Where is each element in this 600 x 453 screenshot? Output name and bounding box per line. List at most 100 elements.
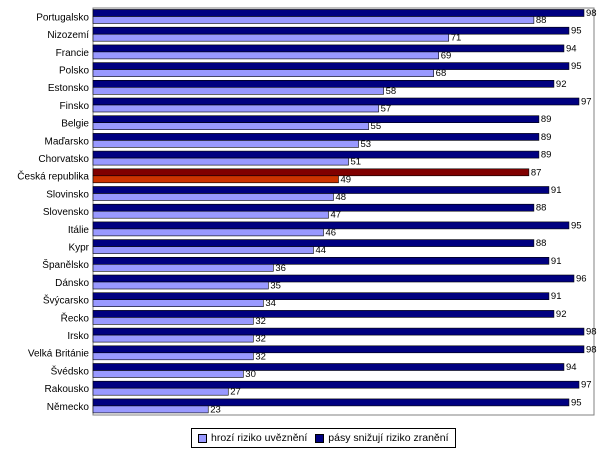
bar-pasy bbox=[92, 327, 585, 336]
bar-pasy bbox=[92, 398, 570, 407]
category-label: Francie bbox=[56, 48, 90, 59]
category-label: Slovensko bbox=[43, 207, 90, 218]
category-label: Itálie bbox=[68, 225, 90, 236]
bar-pasy bbox=[92, 133, 540, 141]
category-label: Velká Británie bbox=[28, 349, 90, 360]
value-label: 58 bbox=[386, 86, 397, 97]
value-label: 36 bbox=[275, 263, 286, 274]
value-label: 92 bbox=[556, 79, 567, 90]
bar-hrozi bbox=[92, 387, 229, 396]
bar-pasy bbox=[92, 363, 565, 371]
bar-pasy bbox=[92, 115, 540, 123]
value-label: 69 bbox=[441, 50, 452, 61]
value-label: 97 bbox=[581, 380, 592, 391]
bar-pasy bbox=[92, 256, 550, 265]
legend-swatch bbox=[198, 433, 207, 443]
value-label: 98 bbox=[586, 327, 597, 338]
bar-hrozi bbox=[92, 175, 339, 184]
bar-hrozi bbox=[92, 299, 264, 308]
bar-pasy bbox=[92, 239, 535, 247]
category-label: Švýcarsko bbox=[43, 294, 90, 307]
category-label: Slovinsko bbox=[46, 189, 89, 200]
bar-hrozi bbox=[92, 157, 349, 166]
bar-pasy bbox=[92, 9, 585, 17]
bar-pasy bbox=[92, 310, 555, 318]
legend-item-pasy: pásy snižují riziko zranění bbox=[315, 432, 449, 444]
value-label: 53 bbox=[361, 139, 372, 150]
value-label: 34 bbox=[265, 298, 276, 309]
legend-item-hrozi: hrozí riziko uvěznění bbox=[198, 432, 307, 444]
value-label: 49 bbox=[340, 174, 351, 185]
value-label: 89 bbox=[541, 132, 552, 143]
bar-pasy bbox=[92, 221, 570, 230]
bar-hrozi bbox=[92, 405, 209, 414]
bar-pasy bbox=[92, 203, 535, 212]
bar-pasy bbox=[92, 97, 580, 106]
value-label: 95 bbox=[571, 61, 582, 72]
bar-hrozi bbox=[92, 122, 369, 130]
bar-hrozi bbox=[92, 69, 434, 77]
bar-pasy bbox=[92, 274, 575, 283]
value-label: 97 bbox=[581, 97, 592, 108]
bar-pasy bbox=[92, 44, 565, 53]
value-label: 96 bbox=[576, 274, 587, 285]
bar-hrozi bbox=[92, 51, 439, 60]
category-label: Dánsko bbox=[55, 278, 89, 289]
bars-group bbox=[92, 9, 585, 414]
category-label: Španělsko bbox=[42, 258, 89, 271]
category-label: Polsko bbox=[59, 65, 89, 76]
category-label: Belgie bbox=[61, 119, 89, 130]
value-label: 55 bbox=[371, 121, 382, 132]
value-label: 89 bbox=[541, 150, 552, 161]
value-label: 57 bbox=[381, 104, 392, 115]
category-label: Nizozemí bbox=[47, 30, 89, 41]
value-label: 32 bbox=[255, 316, 266, 327]
category-label: Portugalsko bbox=[36, 12, 89, 23]
value-label: 91 bbox=[551, 256, 562, 267]
value-label: 91 bbox=[551, 185, 562, 196]
category-label: Kypr bbox=[68, 242, 89, 253]
bar-hrozi bbox=[92, 33, 450, 42]
bar-hrozi bbox=[92, 334, 254, 343]
value-label: 92 bbox=[556, 309, 567, 320]
value-label: 51 bbox=[351, 157, 362, 168]
bar-pasy bbox=[92, 80, 555, 88]
value-label: 87 bbox=[531, 167, 542, 178]
value-label: 23 bbox=[210, 404, 221, 415]
bar-hrozi bbox=[92, 104, 379, 113]
value-label: 88 bbox=[536, 238, 547, 249]
bar-hrozi bbox=[92, 246, 314, 254]
category-label: Estonsko bbox=[48, 83, 90, 94]
category-label: Chorvatsko bbox=[38, 154, 89, 165]
value-label: 35 bbox=[270, 281, 281, 292]
bar-hrozi bbox=[92, 87, 384, 95]
value-label: 30 bbox=[245, 369, 256, 380]
legend-label: pásy snižují riziko zranění bbox=[328, 432, 449, 444]
bar-pasy bbox=[92, 380, 580, 389]
labels-group: Portugalsko 98 88 Nizozemí 95 71 Francie 94 69 Po… bbox=[17, 8, 596, 415]
value-label: 27 bbox=[230, 387, 241, 398]
bar-pasy bbox=[92, 292, 550, 301]
bar-pasy bbox=[92, 150, 540, 159]
bar-hrozi bbox=[92, 370, 244, 378]
value-label: 98 bbox=[586, 8, 597, 19]
value-label: 89 bbox=[541, 114, 552, 125]
value-label: 94 bbox=[566, 43, 577, 54]
legend-swatch bbox=[315, 433, 325, 443]
bar-hrozi bbox=[92, 281, 269, 290]
category-label: Česká republika bbox=[17, 170, 89, 183]
value-label: 32 bbox=[255, 351, 266, 362]
value-label: 46 bbox=[325, 227, 336, 238]
value-label: 47 bbox=[330, 210, 341, 221]
bar-pasy bbox=[92, 26, 570, 35]
value-label: 71 bbox=[451, 33, 462, 44]
legend-label: hrozí riziko uvěznění bbox=[211, 432, 308, 444]
bar-hrozi bbox=[92, 263, 274, 272]
category-label: Maďarsko bbox=[45, 136, 90, 147]
category-label: Irsko bbox=[67, 331, 89, 342]
value-label: 48 bbox=[335, 192, 346, 203]
bar-hrozi bbox=[92, 228, 324, 237]
legend: hrozí riziko uvěznění pásy snižují rizik… bbox=[191, 428, 456, 448]
value-label: 94 bbox=[566, 362, 577, 373]
